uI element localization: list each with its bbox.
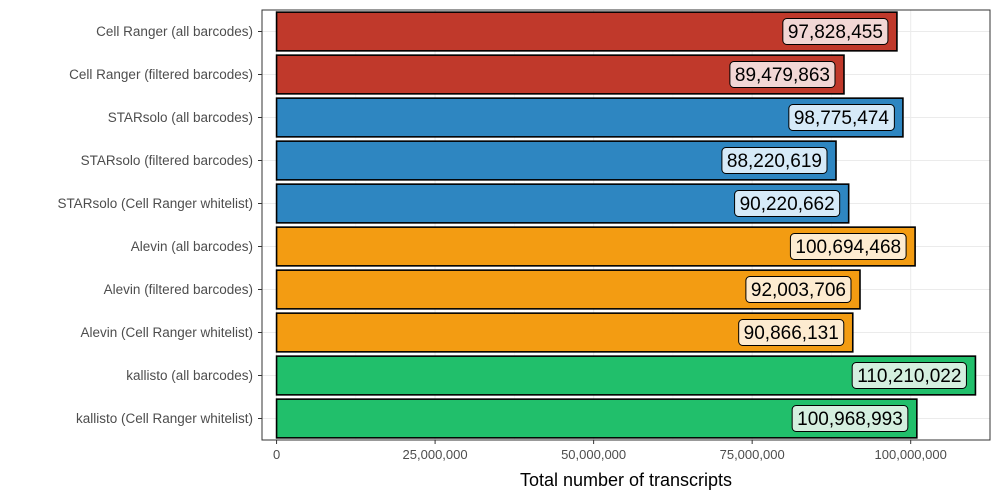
data-label: 110,210,022 — [851, 362, 967, 389]
y-tick-label: kallisto (Cell Ranger whitelist) — [76, 411, 253, 426]
data-label-text: 92,003,706 — [751, 280, 846, 301]
x-tick-label: 100,000,000 — [875, 447, 947, 462]
data-labels: 97,828,455 89,479,863 98,775,474 88,220,619… — [721, 18, 967, 432]
data-label-box — [734, 190, 841, 217]
y-tick-label: Cell Ranger (all barcodes) — [96, 24, 253, 39]
data-label-text: 98,775,474 — [794, 108, 890, 129]
data-label-box — [729, 61, 836, 88]
y-tick-label: Cell Ranger (filtered barcodes) — [69, 67, 253, 82]
y-tick-label: Alevin (Cell Ranger whitelist) — [80, 325, 253, 340]
data-label: 88,220,619 — [721, 147, 828, 174]
data-label-text: 100,968,993 — [797, 409, 903, 430]
data-label: 100,694,468 — [789, 233, 907, 260]
x-tick-label: 50,000,000 — [561, 447, 626, 462]
data-label: 90,866,131 — [738, 319, 845, 346]
data-label-text: 90,220,662 — [740, 194, 835, 215]
data-label-text: 88,220,619 — [727, 151, 822, 172]
data-label-text: 90,866,131 — [744, 323, 839, 344]
x-tick-label: 0 — [273, 447, 280, 462]
y-tick-label: Alevin (all barcodes) — [131, 239, 253, 254]
y-axis: Cell Ranger (all barcodes) Cell Ranger (f… — [57, 24, 262, 426]
data-label-text: 97,828,455 — [788, 22, 883, 43]
y-tick-label: Alevin (filtered barcodes) — [104, 282, 253, 297]
data-label: 90,220,662 — [734, 190, 841, 217]
data-label-box — [789, 233, 907, 260]
data-label-box — [782, 18, 889, 45]
data-label: 92,003,706 — [745, 276, 852, 303]
data-label-box — [791, 405, 909, 432]
x-axis-title: Total number of transcripts — [520, 470, 732, 490]
panel-border — [261, 9, 991, 441]
data-label-box — [745, 276, 852, 303]
data-label: 89,479,863 — [729, 61, 836, 88]
data-label-box — [721, 147, 828, 174]
data-label: 98,775,474 — [788, 104, 895, 131]
y-tick-label: STARsolo (all barcodes) — [108, 110, 253, 125]
data-label-box — [738, 319, 845, 346]
data-label-box — [851, 362, 967, 389]
data-label-text: 89,479,863 — [735, 65, 830, 86]
data-label: 100,968,993 — [791, 405, 909, 432]
y-tick-label: kallisto (all barcodes) — [126, 368, 253, 383]
y-tick-label: STARsolo (Cell Ranger whitelist) — [57, 196, 253, 211]
data-label-box — [788, 104, 895, 131]
y-tick-label: STARsolo (filtered barcodes) — [81, 153, 253, 168]
data-label-text: 110,210,022 — [857, 366, 961, 387]
x-tick-label: 75,000,000 — [720, 447, 785, 462]
x-tick-label: 25,000,000 — [403, 447, 468, 462]
x-axis: 0 25,000,000 50,000,000 75,000,000 100,000,0… — [273, 440, 947, 462]
data-label-text: 100,694,468 — [795, 237, 901, 258]
data-label: 97,828,455 — [782, 18, 889, 45]
